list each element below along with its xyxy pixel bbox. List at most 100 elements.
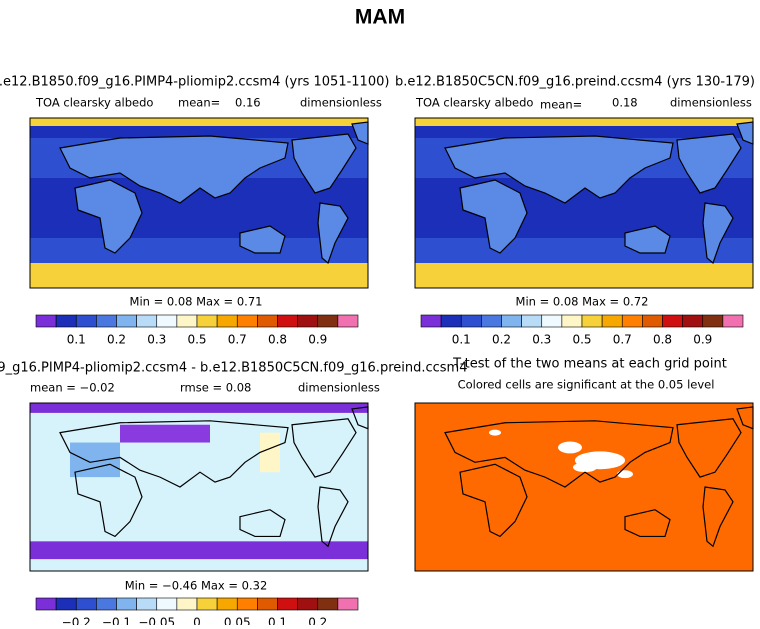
colorbar-box xyxy=(317,597,339,611)
colorbar-label: 0.9 xyxy=(308,333,327,347)
polar-south xyxy=(415,263,753,288)
colorbar-label: 0.1 xyxy=(67,333,86,347)
colorbar-box xyxy=(317,314,339,328)
colorbar-label: 0.8 xyxy=(653,333,672,347)
colorbar-box xyxy=(621,314,643,328)
map-frame xyxy=(29,117,369,289)
mean-label: mean= xyxy=(178,96,220,110)
colorbar-label: 0.3 xyxy=(147,333,166,347)
polar-north xyxy=(415,118,753,126)
map xyxy=(30,403,369,571)
land xyxy=(352,122,368,144)
rmse-text: rmse = 0.08 xyxy=(180,381,251,395)
panel-title: T-test of the two means at each grid poi… xyxy=(452,357,727,372)
colorbar-box xyxy=(55,314,77,328)
colorbar-box xyxy=(136,597,158,611)
colorbar-box xyxy=(277,314,298,328)
colorbar-box xyxy=(440,314,462,328)
polar-north xyxy=(30,403,368,413)
insignificant xyxy=(573,462,597,473)
land xyxy=(75,180,142,253)
coastline xyxy=(59,420,289,488)
units: dimensionless xyxy=(298,381,380,395)
colorbar-box xyxy=(216,314,238,328)
colorbar-box xyxy=(96,597,117,611)
colorbar-label: 0.3 xyxy=(532,333,551,347)
patch xyxy=(260,432,280,473)
colorbar-box xyxy=(601,314,623,328)
insignificant xyxy=(489,429,501,436)
mean-text: mean = −0.02 xyxy=(30,381,115,395)
colorbar-box xyxy=(277,597,298,611)
colorbar-label: 0.2 xyxy=(308,616,327,626)
colorbar-label: −0.2 xyxy=(62,616,91,626)
colorbar-box xyxy=(642,314,663,328)
coastline xyxy=(444,420,674,488)
colorbar-label: 0.5 xyxy=(572,333,591,347)
coastline xyxy=(74,463,143,538)
land xyxy=(737,122,753,144)
colorbar-box xyxy=(176,314,198,328)
colorbar-box xyxy=(662,314,683,328)
coastline xyxy=(317,486,349,548)
colorbar-box xyxy=(337,314,359,328)
mean-label: mean= xyxy=(540,98,582,112)
panel-title: f09_g16.PIMP4-pliomip2.ccsm4 - b.e12.B18… xyxy=(0,361,468,376)
insignificant xyxy=(617,470,633,479)
coastline xyxy=(444,135,674,204)
coastline xyxy=(459,463,528,538)
colorbar-box xyxy=(541,314,563,328)
polar-south xyxy=(30,263,368,288)
colorbar-label: 0.5 xyxy=(187,333,206,347)
min-max: Min = 0.08 Max = 0.72 xyxy=(516,295,649,309)
colorbar-box xyxy=(136,314,158,328)
ocean-band xyxy=(30,238,368,263)
colorbar-box xyxy=(196,597,218,611)
coastline xyxy=(239,225,286,254)
colorbar-box xyxy=(257,314,278,328)
land xyxy=(677,134,741,193)
colorbar-box xyxy=(96,314,117,328)
coastline xyxy=(74,179,143,254)
land xyxy=(625,226,670,253)
coastline xyxy=(702,486,734,548)
colorbar-label: 0.2 xyxy=(492,333,511,347)
colorbar-label: 0 xyxy=(193,616,201,626)
coastline xyxy=(459,179,528,254)
colorbar-box xyxy=(501,314,522,328)
coastline xyxy=(624,509,671,538)
colorbar-box xyxy=(156,314,178,328)
colorbar-box xyxy=(257,597,278,611)
map-frame xyxy=(414,402,754,572)
mean-value: 0.16 xyxy=(235,96,261,110)
colorbar-box xyxy=(116,314,137,328)
land xyxy=(240,226,285,253)
colorbar-box xyxy=(156,597,178,611)
colorbar-box xyxy=(116,597,137,611)
colorbar-box xyxy=(420,314,442,328)
map-frame xyxy=(29,402,369,572)
colorbar-box xyxy=(55,597,77,611)
panel-title: b.e12.B1850C5CN.f09_g16.preind.ccsm4 (yr… xyxy=(395,75,755,90)
coastline xyxy=(317,202,349,265)
colorbar-box xyxy=(196,314,218,328)
variable: TOA clearsky albedo xyxy=(35,96,153,110)
coastline xyxy=(676,133,742,194)
colorbar-label: 0.7 xyxy=(613,333,632,347)
colorbar-box xyxy=(702,314,724,328)
colorbar-box xyxy=(581,314,603,328)
panel-subtitle: Colored cells are significant at the 0.0… xyxy=(458,378,715,392)
map xyxy=(415,118,754,288)
colorbar-label: 0.1 xyxy=(268,616,287,626)
land xyxy=(460,180,527,253)
colorbar-box xyxy=(521,314,543,328)
colorbar-box xyxy=(236,597,258,611)
colorbar-box xyxy=(682,314,704,328)
coastline xyxy=(291,418,357,478)
colorbar-box xyxy=(75,597,97,611)
colorbar-box xyxy=(216,597,238,611)
coastline xyxy=(59,135,289,204)
units: dimensionless xyxy=(300,96,382,110)
colorbar-box xyxy=(236,314,258,328)
